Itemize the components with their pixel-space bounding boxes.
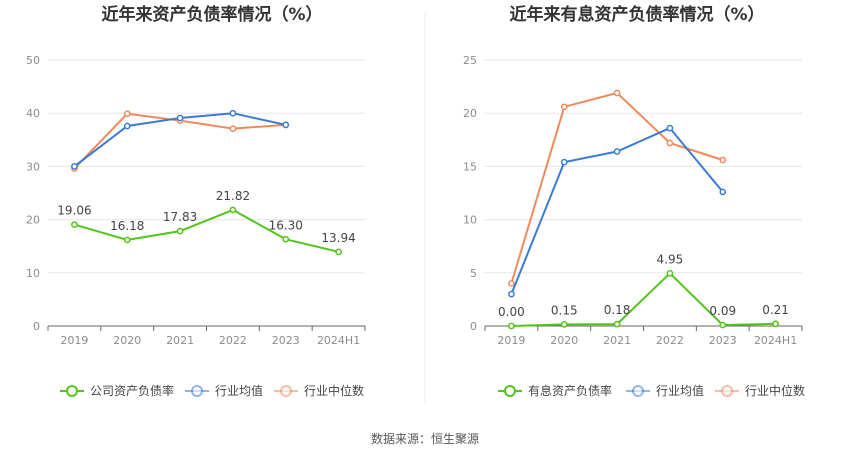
y-tick-label: 30: [26, 160, 40, 173]
x-tick-label: 2023: [709, 334, 737, 347]
y-tick-label: 40: [26, 107, 40, 120]
y-tick-label: 0: [470, 320, 477, 333]
data-point: [560, 158, 568, 166]
y-tick-label: 10: [463, 214, 477, 227]
y-tick-label: 10: [26, 267, 40, 280]
series-line: [511, 272, 776, 327]
y-tick-label: 5: [470, 267, 477, 280]
data-point: [719, 188, 727, 196]
series-line: [510, 92, 724, 284]
data-point: [666, 139, 674, 147]
y-tick-label: 20: [463, 107, 477, 120]
data-point: [123, 110, 131, 118]
data-label: 19.06: [57, 204, 91, 218]
data-point: [772, 320, 779, 328]
data-point: [560, 103, 568, 111]
legend-marker: [66, 385, 78, 397]
y-tick-label: 15: [463, 160, 477, 173]
chart-debt-ratio: 近年来资产负债率情况（%） 0 10 20 30 40 50 2019 2020 2021 202…: [26, 4, 366, 398]
data-point: [229, 109, 237, 117]
data-point: [229, 125, 237, 132]
x-tick-label: 2019: [60, 334, 88, 347]
legend-label: 有息资产负债率: [528, 383, 612, 398]
data-point: [508, 280, 515, 287]
x-tick-label: 2024H1: [754, 334, 797, 347]
data-point: [282, 235, 290, 243]
data-label: 0.15: [551, 303, 578, 317]
x-tick-label: 2021: [603, 334, 631, 347]
x-tick-label: 2021: [166, 334, 194, 347]
x-tick-label: 2019: [497, 334, 525, 347]
data-point: [613, 148, 621, 155]
x-tick-label: 2020: [550, 334, 578, 347]
data-label: 0.21: [762, 303, 789, 317]
chart-title: 近年来资产负债率情况（%）: [101, 4, 322, 25]
data-point: [71, 163, 78, 170]
data-point: [719, 156, 727, 164]
data-point: [508, 290, 515, 298]
data-point: [123, 236, 131, 244]
data-label: 0.09: [709, 304, 736, 318]
legend-marker: [632, 385, 644, 397]
x-tick-label: 2022: [219, 334, 247, 347]
data-label: 16.18: [110, 219, 144, 233]
y-tick-label: 50: [26, 54, 40, 67]
x-tick-label: 2020: [113, 334, 141, 347]
data-point: [666, 269, 674, 277]
data-source-note: 数据来源：恒生聚源: [371, 431, 479, 446]
x-tick-label: 2022: [656, 334, 684, 347]
data-point: [613, 89, 621, 97]
y-tick-label: 25: [463, 54, 477, 67]
legend-label: 行业中位数: [304, 383, 364, 398]
data-point: [613, 320, 621, 328]
data-point: [560, 321, 568, 328]
legend-label: 行业中位数: [745, 383, 805, 398]
legend-label: 行业均值: [215, 383, 263, 398]
legend-label: 行业均值: [656, 383, 704, 398]
data-point: [176, 114, 184, 122]
data-point: [71, 221, 78, 228]
data-point: [176, 227, 184, 235]
chart-interest-bearing-debt-ratio: 近年来有息资产负债率情况（%） 0 5 10 15 20 25 2019 2020 2021 20…: [463, 4, 805, 398]
series-line: [74, 208, 339, 253]
data-point: [508, 322, 515, 330]
data-label: 21.82: [216, 189, 250, 203]
data-label: 4.95: [657, 252, 684, 266]
legend-marker: [721, 385, 733, 397]
data-label: 17.83: [163, 210, 197, 224]
data-point: [282, 121, 290, 129]
data-point: [335, 248, 342, 256]
legend-marker: [280, 385, 292, 397]
x-tick-label: 2023: [272, 334, 300, 347]
x-tick-label: 2024H1: [317, 334, 360, 347]
data-point: [719, 321, 727, 329]
y-tick-label: 20: [26, 214, 40, 227]
data-label: 0.00: [498, 305, 525, 319]
data-label: 13.94: [321, 231, 355, 245]
data-label: 16.30: [269, 218, 303, 232]
y-tick-label: 0: [33, 320, 40, 333]
chart-title: 近年来有息资产负债率情况（%）: [509, 4, 764, 25]
data-point: [666, 124, 674, 132]
data-point: [123, 122, 131, 130]
data-point: [229, 206, 237, 214]
legend-marker: [504, 385, 516, 397]
legend-label: 公司资产负债率: [90, 383, 174, 398]
data-label: 0.18: [604, 303, 631, 317]
legend-marker: [191, 385, 203, 397]
